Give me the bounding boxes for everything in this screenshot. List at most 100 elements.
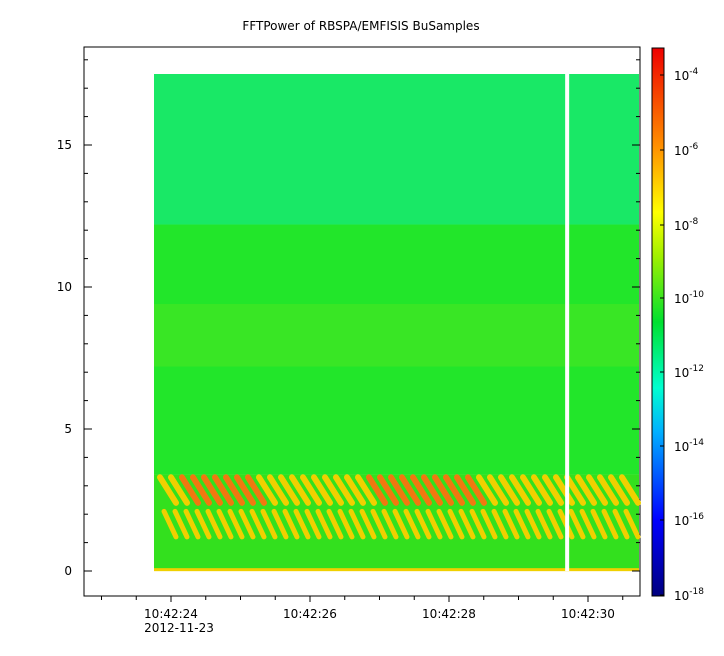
y-tick-label: 5 <box>64 422 72 436</box>
emission-streak <box>322 474 344 506</box>
emission-streak <box>491 508 509 540</box>
emission-streak <box>381 508 399 540</box>
emission-streak <box>370 508 388 540</box>
emission-streak <box>388 474 410 506</box>
emission-streak <box>498 474 520 506</box>
emission-streak <box>487 474 509 506</box>
emission-streak <box>201 474 223 506</box>
emission-streak <box>597 474 619 506</box>
heatmap-base-line <box>154 568 639 572</box>
x-tick-label: 10:42:30 <box>561 607 615 621</box>
emission-streak <box>315 508 333 540</box>
emission-streak <box>227 508 245 540</box>
x-tick-label: 10:42:24 <box>144 607 198 621</box>
emission-streak <box>623 508 641 540</box>
emission-streak <box>590 508 608 540</box>
data-gap <box>565 74 570 571</box>
emission-streak <box>568 508 586 540</box>
colorbar-label: 10-16 <box>674 512 704 528</box>
colorbar-label: 10-14 <box>674 438 704 454</box>
emission-streak <box>172 508 190 540</box>
emission-streak <box>223 474 245 506</box>
emission-streak <box>403 508 421 540</box>
emission-streak <box>249 508 267 540</box>
emission-streak <box>399 474 421 506</box>
emission-streak <box>531 474 553 506</box>
y-tick-label: 15 <box>57 138 72 152</box>
emission-streak <box>601 508 619 540</box>
emission-streak <box>535 508 553 540</box>
x-date-label: 2012-11-23 <box>144 621 214 635</box>
y-tick-label: 0 <box>64 564 72 578</box>
emission-streak <box>245 474 267 506</box>
emission-streak <box>157 474 179 506</box>
emission-streak <box>410 474 432 506</box>
emission-streak <box>392 508 410 540</box>
emission-streak <box>326 508 344 540</box>
emission-streak <box>524 508 542 540</box>
colorbar-label: 10-4 <box>674 67 699 83</box>
emission-streak <box>509 474 531 506</box>
emission-streak <box>366 474 388 506</box>
emission-streak <box>575 474 597 506</box>
emission-streak <box>333 474 355 506</box>
colorbar-label: 10-8 <box>674 217 699 233</box>
emission-streak <box>542 474 564 506</box>
emission-streak <box>377 474 399 506</box>
emission-streak <box>454 474 476 506</box>
emission-streak <box>458 508 476 540</box>
emission-streak <box>355 474 377 506</box>
emission-streak <box>289 474 311 506</box>
heatmap-area <box>154 74 641 572</box>
emission-streak <box>421 474 443 506</box>
heatmap-haze <box>154 304 639 367</box>
emission-streak <box>520 474 542 506</box>
emission-streak <box>304 508 322 540</box>
emission-streak <box>190 474 212 506</box>
emission-streak <box>300 474 322 506</box>
emission-streak <box>436 508 454 540</box>
emission-streak <box>256 474 278 506</box>
emission-streak <box>579 508 597 540</box>
emission-streak <box>359 508 377 540</box>
emission-streak <box>480 508 498 540</box>
heatmap-middle-band <box>154 224 639 475</box>
emission-streak <box>432 474 454 506</box>
emission-streak <box>546 508 564 540</box>
emission-streak <box>271 508 289 540</box>
colorbar-label: 10-18 <box>674 587 704 603</box>
emission-streak <box>443 474 465 506</box>
emission-streak <box>612 508 630 540</box>
emission-streak <box>205 508 223 540</box>
emission-streak <box>469 508 487 540</box>
chart-title: FFTPower of RBSPA/EMFISIS BuSamples <box>242 19 479 33</box>
emission-streak <box>502 508 520 540</box>
colorbar-gradient <box>651 47 665 597</box>
emission-streak <box>260 508 278 540</box>
emission-streak <box>234 474 256 506</box>
emission-streak <box>293 508 311 540</box>
emission-streak <box>161 508 179 540</box>
colorbar-label: 10-10 <box>674 290 704 306</box>
emission-streak <box>513 508 531 540</box>
emission-streak <box>337 508 355 540</box>
emission-streak <box>465 474 487 506</box>
colorbar: 10-4 10-6 10-8 10-10 10-12 10-14 10-16 1… <box>651 47 704 603</box>
emission-streak <box>586 474 608 506</box>
emission-streak <box>168 474 190 506</box>
emission-streak <box>553 474 575 506</box>
emission-streak <box>344 474 366 506</box>
emission-streak <box>278 474 300 506</box>
emission-streak <box>194 508 212 540</box>
x-axis: 10:42:24 10:42:26 10:42:28 10:42:30 2012… <box>101 596 624 635</box>
emission-streak <box>179 474 201 506</box>
heatmap-upper-band <box>154 74 639 225</box>
emission-streak <box>216 508 234 540</box>
emission-streak <box>619 474 641 506</box>
emission-streak <box>414 508 432 540</box>
emission-streak <box>212 474 234 506</box>
emission-streak <box>282 508 300 540</box>
colorbar-label: 10-6 <box>674 142 699 158</box>
emission-streak <box>348 508 366 540</box>
